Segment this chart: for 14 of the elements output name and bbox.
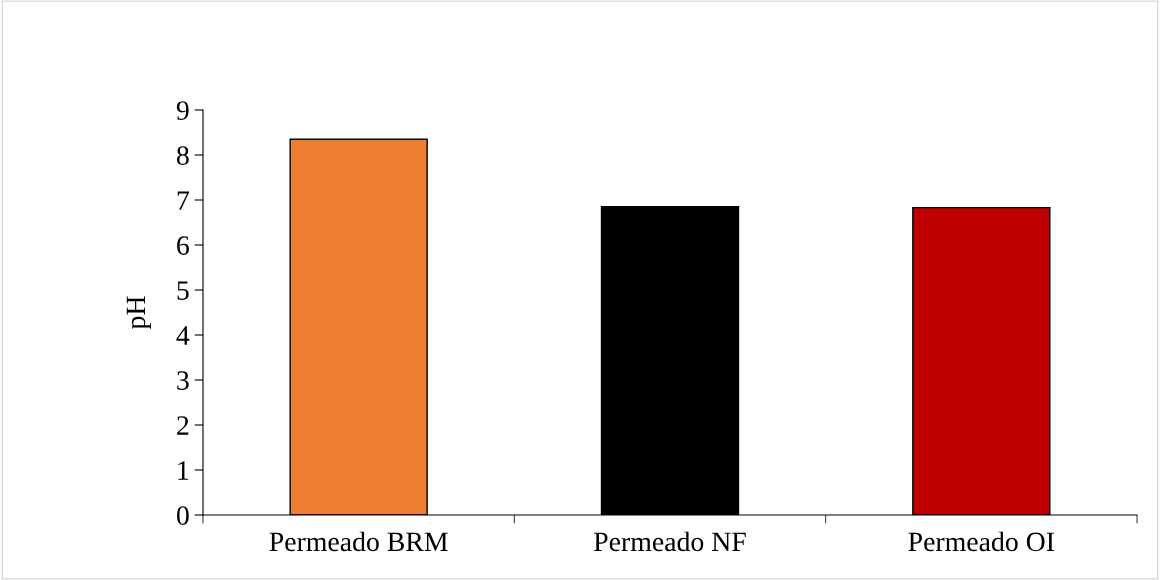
y-tick-label: 7 xyxy=(177,191,190,210)
y-tick-label: 6 xyxy=(177,236,189,255)
y-axis-title: pH xyxy=(126,296,151,330)
x-tick-label: Permeado BRM xyxy=(269,531,448,552)
y-tick-label: 8 xyxy=(176,146,189,165)
y-tick-label: 3 xyxy=(177,371,189,390)
x-tick-label: Permeado OI xyxy=(908,531,1055,552)
y-tick-label: 0 xyxy=(176,506,189,525)
y-tick-label: 1 xyxy=(178,461,189,480)
y-tick-label: 5 xyxy=(177,281,189,300)
y-tick-label: 2 xyxy=(177,416,189,435)
x-tick-label: Permeado NF xyxy=(594,531,746,552)
y-tick-label: 9 xyxy=(176,101,189,120)
y-tick-label: 4 xyxy=(176,326,190,345)
